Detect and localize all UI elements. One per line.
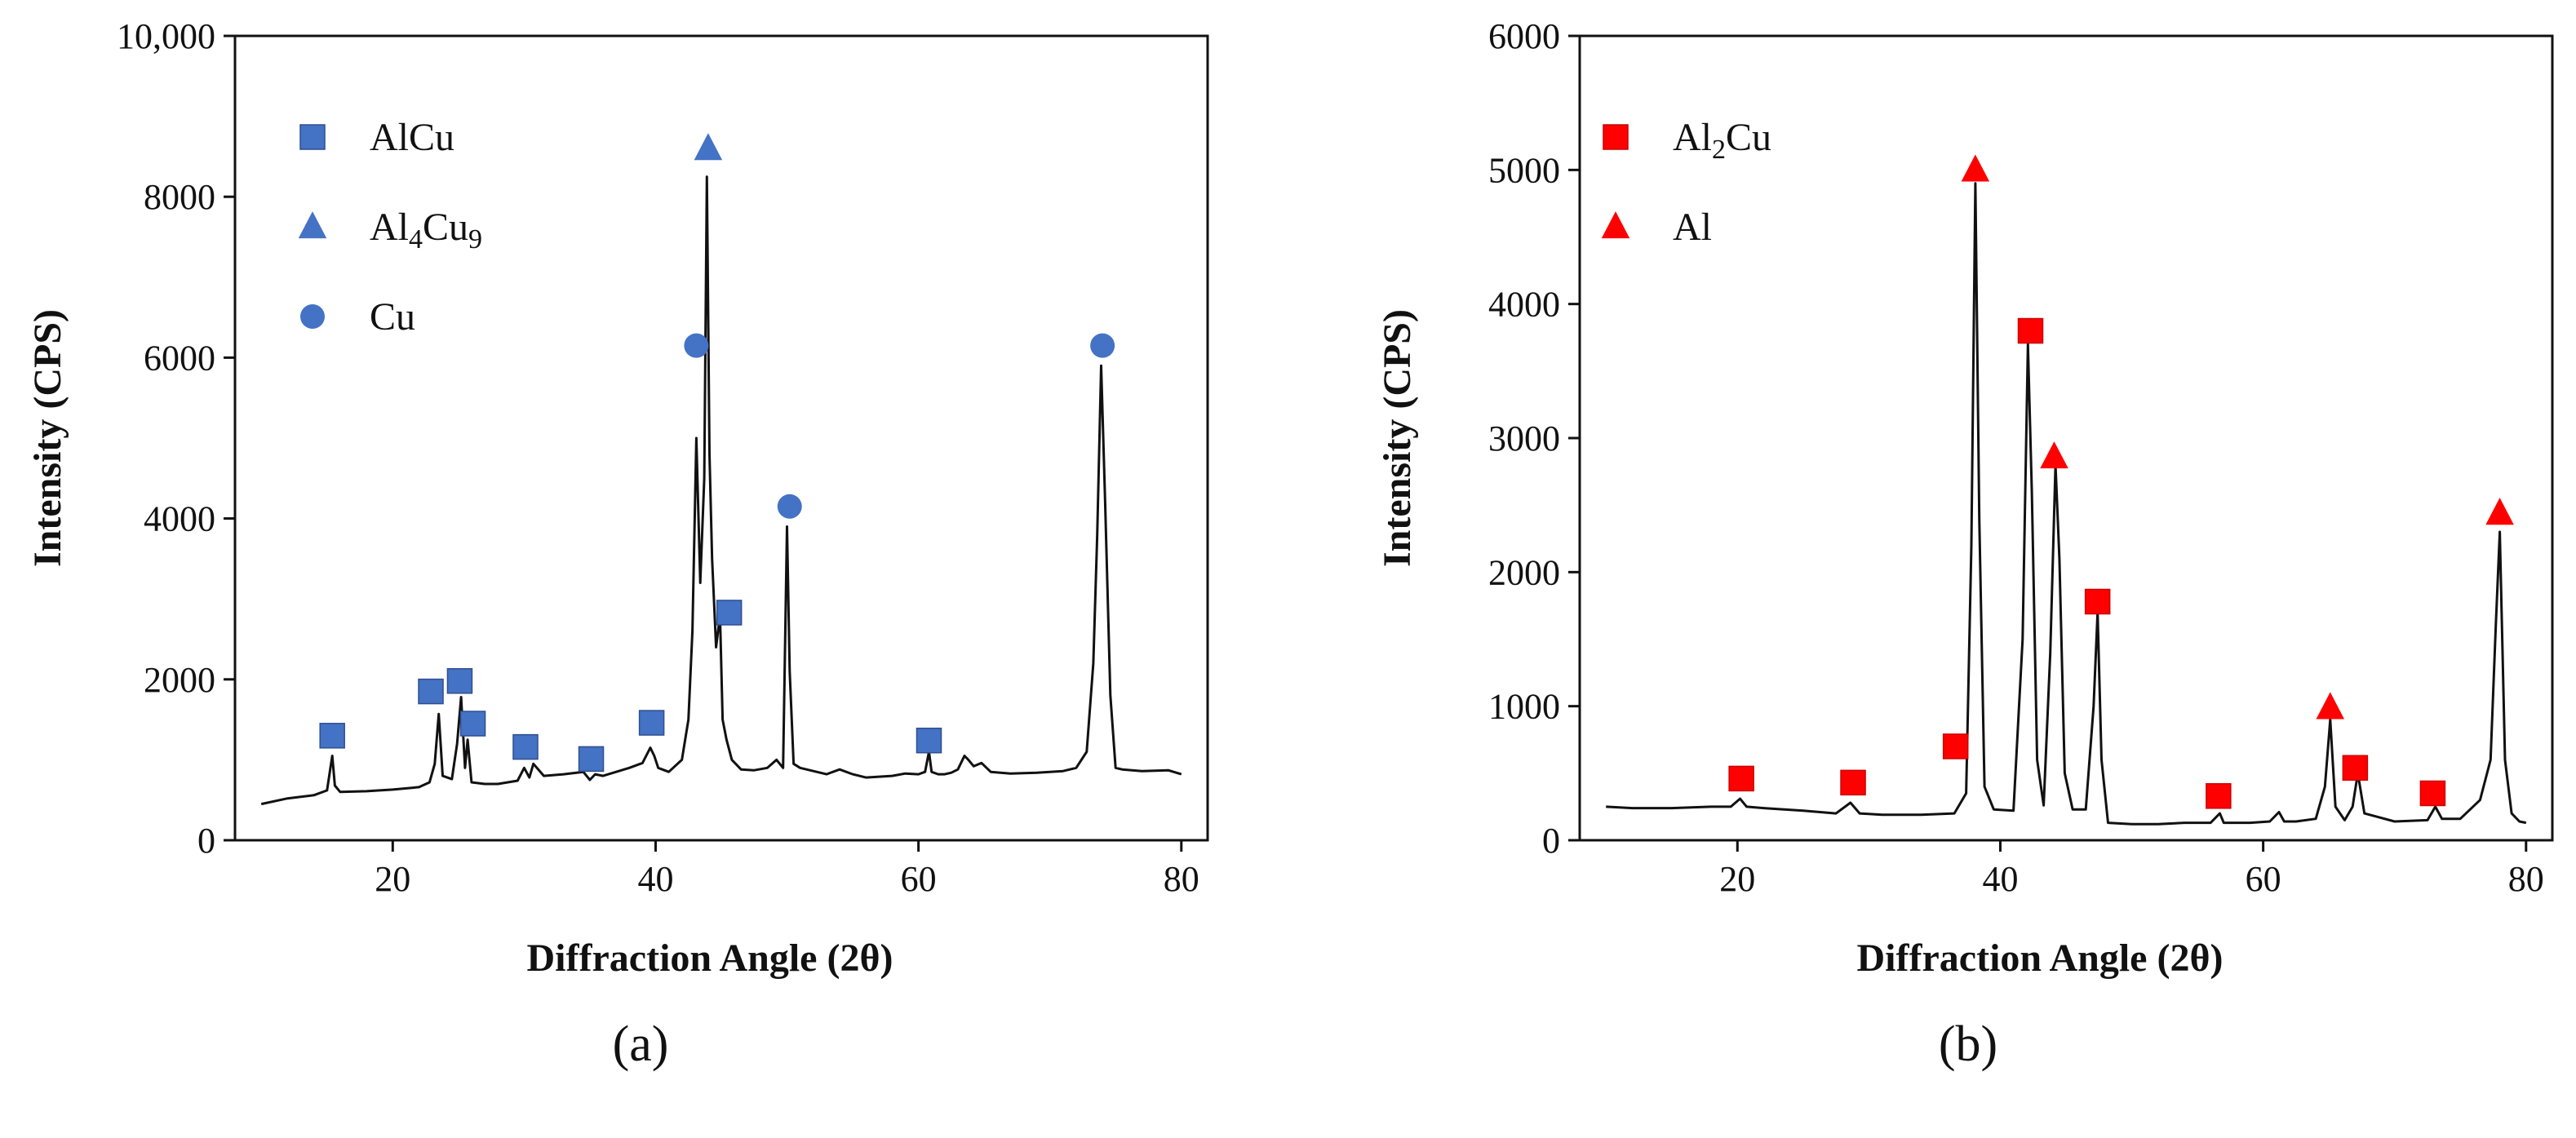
peak-marker-square [1942, 733, 1969, 759]
peak-marker-square [2342, 755, 2369, 782]
x-axis-title: Diffraction Angle (2θ) [1857, 937, 2224, 980]
peak-marker-square [1728, 765, 1754, 792]
y-tick-label: 2000 [144, 660, 215, 700]
legend-marker-triangle [298, 211, 327, 239]
x-tick-label: 60 [901, 859, 937, 899]
legend-label: Al2Cu [1673, 116, 1771, 165]
x-tick-label: 60 [2246, 859, 2281, 899]
y-tick-label: 3000 [1488, 418, 1560, 458]
peak-marker-triangle [2485, 498, 2514, 525]
peak-marker-square [459, 711, 486, 737]
peak-marker-square [446, 668, 473, 694]
peak-marker-square [578, 746, 605, 773]
y-tick-label: 6000 [144, 338, 215, 378]
peak-marker-square [319, 723, 345, 749]
panel-caption: (b) [1939, 1016, 1997, 1072]
legend-label: Cu [370, 295, 415, 339]
legend-label: Al [1673, 206, 1712, 249]
x-tick-label: 80 [2508, 859, 2544, 899]
peak-marker-square [638, 710, 665, 736]
peak-marker-triangle [694, 133, 723, 161]
x-tick-label: 20 [375, 859, 410, 899]
y-tick-label: 10,000 [117, 16, 215, 56]
chart-panel-a: 20 40 60 80 0 2000 4000 6000 8000 10,000 Diffracti… [26, 16, 1209, 1072]
peak-marker-square [916, 727, 942, 754]
peak-marker-square [2206, 783, 2232, 809]
peak-marker-circle [777, 494, 802, 519]
legend-label-part: Cu [423, 206, 468, 249]
peak-marker-square [512, 733, 539, 760]
peak-marker-square [716, 600, 743, 626]
legend-label: AlCu [370, 116, 454, 159]
legend-marker-circle [300, 304, 325, 329]
x-tick-label: 80 [1164, 859, 1199, 899]
peak-marker-triangle [2316, 692, 2345, 720]
panel-caption: (a) [613, 1016, 669, 1072]
x-axis-title: Diffraction Angle (2θ) [527, 937, 893, 980]
x-tick-label: 40 [637, 859, 673, 899]
peak-marker-square [2017, 317, 2044, 344]
chart-panel-b: 20 40 60 80 0 1000 2000 3000 4000 5000 6000 Diffrac… [1376, 16, 2554, 1072]
y-tick-label: 4000 [144, 499, 215, 539]
legend-label: Al4Cu9 [370, 206, 482, 255]
legend-label-part: 9 [468, 224, 482, 255]
peak-marker-circle [1090, 333, 1115, 358]
y-tick-label: 6000 [1488, 16, 1560, 56]
legend-label-part: Al [1673, 206, 1712, 249]
peak-marker-triangle [2040, 441, 2068, 469]
y-tick-label: 1000 [1488, 687, 1560, 727]
legend-marker-square [299, 124, 326, 150]
plot-frame [233, 34, 1209, 842]
y-axis-title: Intensity (CPS) [26, 309, 69, 567]
y-tick-label: 5000 [1488, 150, 1560, 190]
y-tick-label: 0 [197, 821, 215, 861]
peak-marker-circle [684, 333, 709, 358]
peak-marker-square [2084, 588, 2111, 615]
legend-label-part: Cu [370, 295, 415, 339]
peak-marker-square [1840, 769, 1866, 796]
legend-label-part: 2 [1712, 135, 1726, 165]
peak-marker-triangle [1961, 154, 1990, 182]
legend-label-part: 4 [409, 224, 423, 255]
legend-label-part: Al [1673, 116, 1712, 159]
legend-label-part: AlCu [370, 116, 454, 159]
x-tick-label: 40 [1982, 859, 2018, 899]
xrd-pattern-line [260, 175, 1182, 806]
y-tick-label: 4000 [1488, 285, 1560, 325]
legend-label-part: Al [370, 206, 409, 249]
xrd-pattern-line [1606, 182, 2527, 826]
peak-marker-square [2419, 780, 2446, 807]
y-tick-label: 8000 [144, 177, 215, 217]
y-tick-label: 2000 [1488, 552, 1560, 592]
legend-marker-triangle [1601, 211, 1630, 239]
y-tick-label: 0 [1542, 821, 1560, 861]
peak-marker-square [418, 678, 444, 705]
y-axis-title: Intensity (CPS) [1376, 309, 1419, 567]
legend-marker-square [1603, 124, 1629, 150]
x-tick-label: 20 [1719, 859, 1755, 899]
legend-label-part: Cu [1726, 116, 1771, 159]
